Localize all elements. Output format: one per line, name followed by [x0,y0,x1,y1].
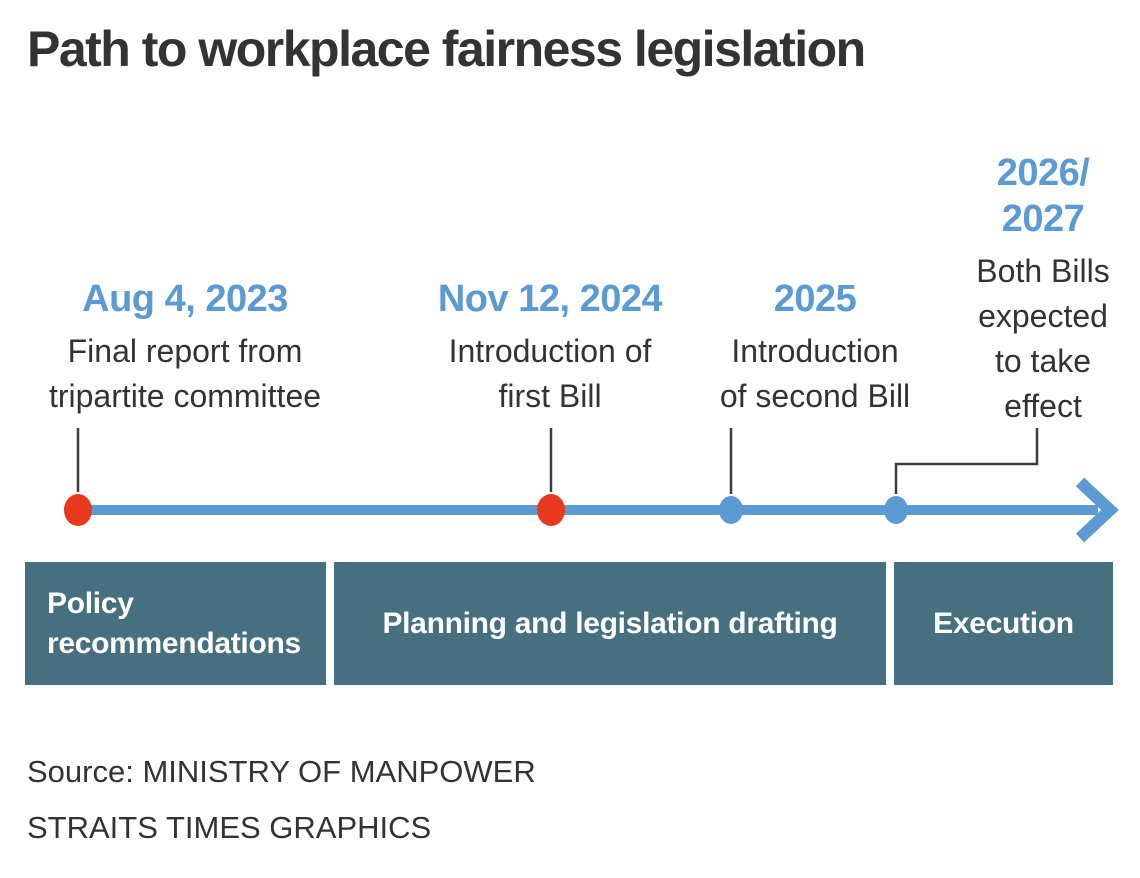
event-description-line: Introduction [731,333,899,369]
page-title: Path to workplace fairness legislation [27,21,866,77]
phase-bar-execution: Execution [894,562,1113,685]
event-description-line: Introduction of [448,333,652,369]
event-aug-2023: Aug 4, 2023 Final report from tripartite… [10,276,360,419]
phase-label-line: recommendations [47,626,301,660]
event-2025: 2025 Introduction of second Bill [700,276,930,419]
source-line: Source: MINISTRY OF MANPOWER [27,754,536,789]
event-2026-2027: 2026/ 2027 Both Bills expected to take e… [958,150,1128,429]
phase-bar-planning-drafting: Planning and legislation drafting [334,562,886,685]
event-description-line: of second Bill [719,378,911,414]
event-description: Both Bills expected to take effect [958,249,1128,429]
event-date: 2026/ [996,152,1090,194]
event-date: 2027 [1001,198,1085,240]
credit-line: STRAITS TIMES GRAPHICS [27,810,432,845]
phase-label-line: Policy [47,586,134,620]
event-description: Introduction of second Bill [700,329,930,419]
event-description-line: expected [978,298,1108,334]
event-date: Aug 4, 2023 [82,278,288,320]
event-description: Final report from tripartite committee [10,329,360,419]
connector-elbow-4 [894,428,1039,494]
source-credits: Source: MINISTRY OF MANPOWER STRAITS TIM… [27,752,536,864]
event-date: Nov 12, 2024 [437,278,663,320]
event-description-line: effect [1004,388,1082,424]
arrowhead-icon [1075,477,1119,543]
phase-label: Policy recommendations [47,584,301,664]
event-description-line: Final report from [67,333,303,369]
event-description-line: to take [994,343,1092,379]
phase-label: Planning and legislation drafting [382,606,838,640]
event-date: 2025 [773,278,857,320]
marker-dot-1 [64,494,92,526]
event-description: Introduction of first Bill [405,329,695,419]
event-description-line: Both Bills [976,253,1110,289]
event-description-line: first Bill [498,378,602,414]
phase-bar-policy-recommendations: Policy recommendations [25,562,326,685]
marker-dot-2 [537,494,565,526]
event-nov-2024: Nov 12, 2024 Introduction of first Bill [405,276,695,419]
phase-label: Execution [933,606,1074,640]
marker-dot-4 [884,496,908,524]
marker-dot-3 [719,496,743,524]
timeline-axis [64,428,1119,543]
event-description-line: tripartite committee [48,378,322,414]
